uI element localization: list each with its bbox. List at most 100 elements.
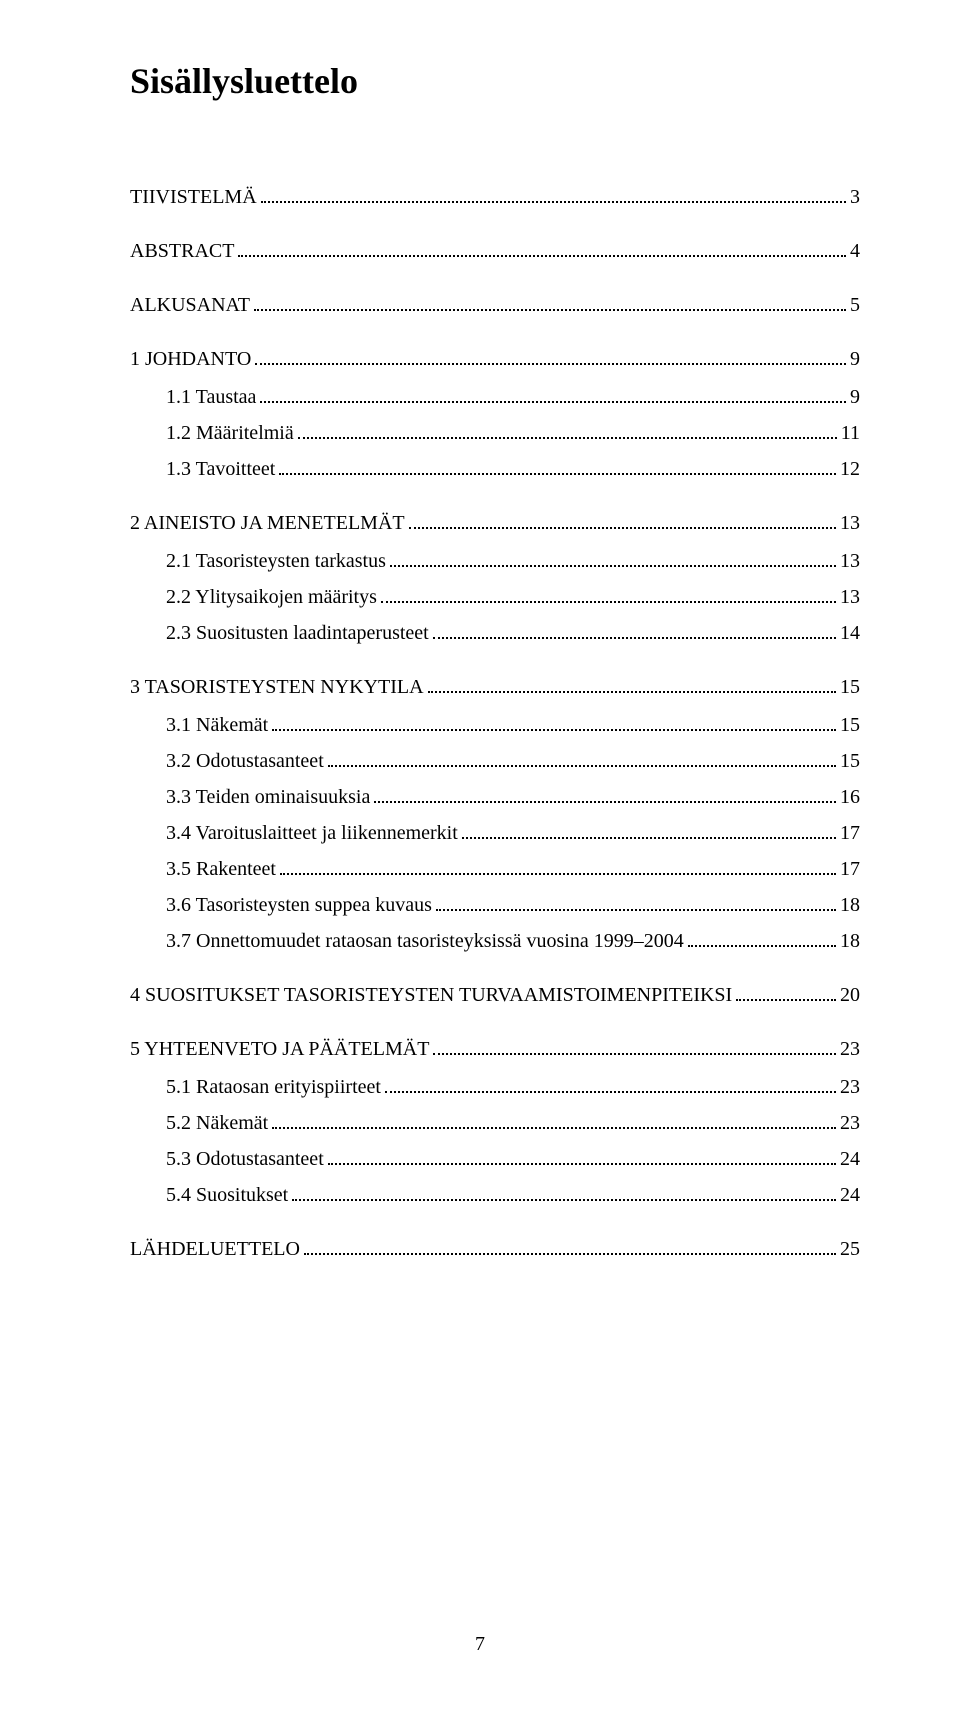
toc-entry-label: 3.1 Näkemät <box>130 710 268 740</box>
toc-leader-dots <box>272 729 836 731</box>
toc-entry-page: 12 <box>840 454 860 484</box>
toc-entry-page: 20 <box>840 980 860 1010</box>
toc-entry-page: 14 <box>840 618 860 648</box>
toc-leader-dots <box>280 873 836 875</box>
toc-entry-label: 5 YHTEENVETO JA PÄÄTELMÄT <box>130 1034 429 1064</box>
toc-leader-dots <box>462 837 836 839</box>
toc-entry-label: TIIVISTELMÄ <box>130 182 257 212</box>
toc-entry-label: 1.2 Määritelmiä <box>130 418 294 448</box>
toc-entry-page: 4 <box>850 236 860 266</box>
toc-leader-dots <box>298 437 837 439</box>
toc-entry-page: 3 <box>850 182 860 212</box>
toc-entry-label: ALKUSANAT <box>130 290 250 320</box>
toc-entry: 5.4 Suositukset 24 <box>130 1180 860 1210</box>
toc-entry-label: 5.1 Rataosan erityispiirteet <box>130 1072 381 1102</box>
toc-entry: 1.1 Taustaa 9 <box>130 382 860 412</box>
toc-entry-page: 25 <box>840 1234 860 1264</box>
toc-leader-dots <box>328 765 836 767</box>
toc-entry: 2.3 Suositusten laadintaperusteet 14 <box>130 618 860 648</box>
toc-entry: 5 YHTEENVETO JA PÄÄTELMÄT 23 <box>130 1034 860 1064</box>
toc-leader-dots <box>279 473 836 475</box>
toc-leader-dots <box>381 601 836 603</box>
toc-entry-label: 2.3 Suositusten laadintaperusteet <box>130 618 429 648</box>
toc-leader-dots <box>436 909 836 911</box>
toc-entry-page: 18 <box>840 890 860 920</box>
toc-entry-label: 3.7 Onnettomuudet rataosan tasoristeyksi… <box>130 926 684 956</box>
toc-entry: 1.2 Määritelmiä 11 <box>130 418 860 448</box>
toc-entry-label: ABSTRACT <box>130 236 234 266</box>
toc-entry: ABSTRACT 4 <box>130 236 860 266</box>
toc-entry-page: 11 <box>841 418 860 448</box>
toc-entry-label: 4 SUOSITUKSET TASORISTEYSTEN TURVAAMISTO… <box>130 980 732 1010</box>
toc-title: Sisällysluettelo <box>130 60 860 102</box>
toc-leader-dots <box>261 201 846 203</box>
toc-entry: 5.1 Rataosan erityispiirteet 23 <box>130 1072 860 1102</box>
toc-entry: 2 AINEISTO JA MENETELMÄT 13 <box>130 508 860 538</box>
toc-entry-label: 1.3 Tavoitteet <box>130 454 275 484</box>
toc-container: TIIVISTELMÄ 3 ABSTRACT 4 ALKUSANAT 5 1 JOHDANT… <box>130 182 860 1264</box>
toc-leader-dots <box>736 999 836 1001</box>
toc-entry: LÄHDELUETTELO 25 <box>130 1234 860 1264</box>
toc-entry-label: LÄHDELUETTELO <box>130 1234 300 1264</box>
toc-entry-page: 18 <box>840 926 860 956</box>
toc-entry-label: 3.4 Varoituslaitteet ja liikennemerkit <box>130 818 458 848</box>
toc-leader-dots <box>254 309 846 311</box>
toc-leader-dots <box>385 1091 836 1093</box>
toc-entry: 3.5 Rakenteet 17 <box>130 854 860 884</box>
toc-entry-page: 9 <box>850 382 860 412</box>
toc-entry: 2.1 Tasoristeysten tarkastus 13 <box>130 546 860 576</box>
toc-entry-label: 5.4 Suositukset <box>130 1180 288 1210</box>
toc-entry-page: 17 <box>840 818 860 848</box>
toc-entry-page: 16 <box>840 782 860 812</box>
toc-entry: 3.6 Tasoristeysten suppea kuvaus18 <box>130 890 860 920</box>
toc-leader-dots <box>409 527 836 529</box>
toc-entry: 3.2 Odotustasanteet 15 <box>130 746 860 776</box>
toc-entry-label: 3.2 Odotustasanteet <box>130 746 324 776</box>
toc-entry-label: 5.3 Odotustasanteet <box>130 1144 324 1174</box>
toc-leader-dots <box>238 255 846 257</box>
toc-entry-label: 5.2 Näkemät <box>130 1108 268 1138</box>
toc-leader-dots <box>292 1199 836 1201</box>
toc-leader-dots <box>688 945 836 947</box>
toc-entry-page: 15 <box>840 672 860 702</box>
toc-entry-label: 1.1 Taustaa <box>130 382 256 412</box>
toc-entry: 3.7 Onnettomuudet rataosan tasoristeyksi… <box>130 926 860 956</box>
toc-entry-label: 2.1 Tasoristeysten tarkastus <box>130 546 386 576</box>
toc-entry: 3 TASORISTEYSTEN NYKYTILA 15 <box>130 672 860 702</box>
toc-entry: 3.4 Varoituslaitteet ja liikennemerkit 17 <box>130 818 860 848</box>
toc-entry: 1.3 Tavoitteet 12 <box>130 454 860 484</box>
toc-entry: 3.1 Näkemät 15 <box>130 710 860 740</box>
toc-entry-page: 13 <box>840 582 860 612</box>
toc-entry-label: 3.5 Rakenteet <box>130 854 276 884</box>
toc-leader-dots <box>433 637 836 639</box>
toc-entry-label: 3 TASORISTEYSTEN NYKYTILA <box>130 672 424 702</box>
toc-leader-dots <box>260 401 846 403</box>
toc-entry: ALKUSANAT 5 <box>130 290 860 320</box>
toc-entry-page: 15 <box>840 710 860 740</box>
toc-entry-page: 5 <box>850 290 860 320</box>
toc-entry-page: 15 <box>840 746 860 776</box>
toc-entry-page: 9 <box>850 344 860 374</box>
toc-entry: TIIVISTELMÄ 3 <box>130 182 860 212</box>
toc-entry-page: 17 <box>840 854 860 884</box>
toc-entry: 1 JOHDANTO 9 <box>130 344 860 374</box>
toc-entry-page: 23 <box>840 1034 860 1064</box>
toc-leader-dots <box>433 1053 836 1055</box>
page-number-footer: 7 <box>0 1633 960 1656</box>
toc-entry: 5.3 Odotustasanteet 24 <box>130 1144 860 1174</box>
toc-leader-dots <box>390 565 836 567</box>
toc-entry: 3.3 Teiden ominaisuuksia16 <box>130 782 860 812</box>
toc-entry-label: 2 AINEISTO JA MENETELMÄT <box>130 508 405 538</box>
toc-entry-page: 13 <box>840 546 860 576</box>
toc-entry-page: 24 <box>840 1180 860 1210</box>
toc-entry-page: 23 <box>840 1072 860 1102</box>
toc-leader-dots <box>328 1163 836 1165</box>
toc-entry-page: 24 <box>840 1144 860 1174</box>
toc-entry-page: 23 <box>840 1108 860 1138</box>
toc-leader-dots <box>255 363 846 365</box>
toc-entry-label: 1 JOHDANTO <box>130 344 251 374</box>
toc-entry-page: 13 <box>840 508 860 538</box>
toc-entry: 5.2 Näkemät 23 <box>130 1108 860 1138</box>
toc-leader-dots <box>304 1253 836 1255</box>
toc-leader-dots <box>374 801 836 803</box>
